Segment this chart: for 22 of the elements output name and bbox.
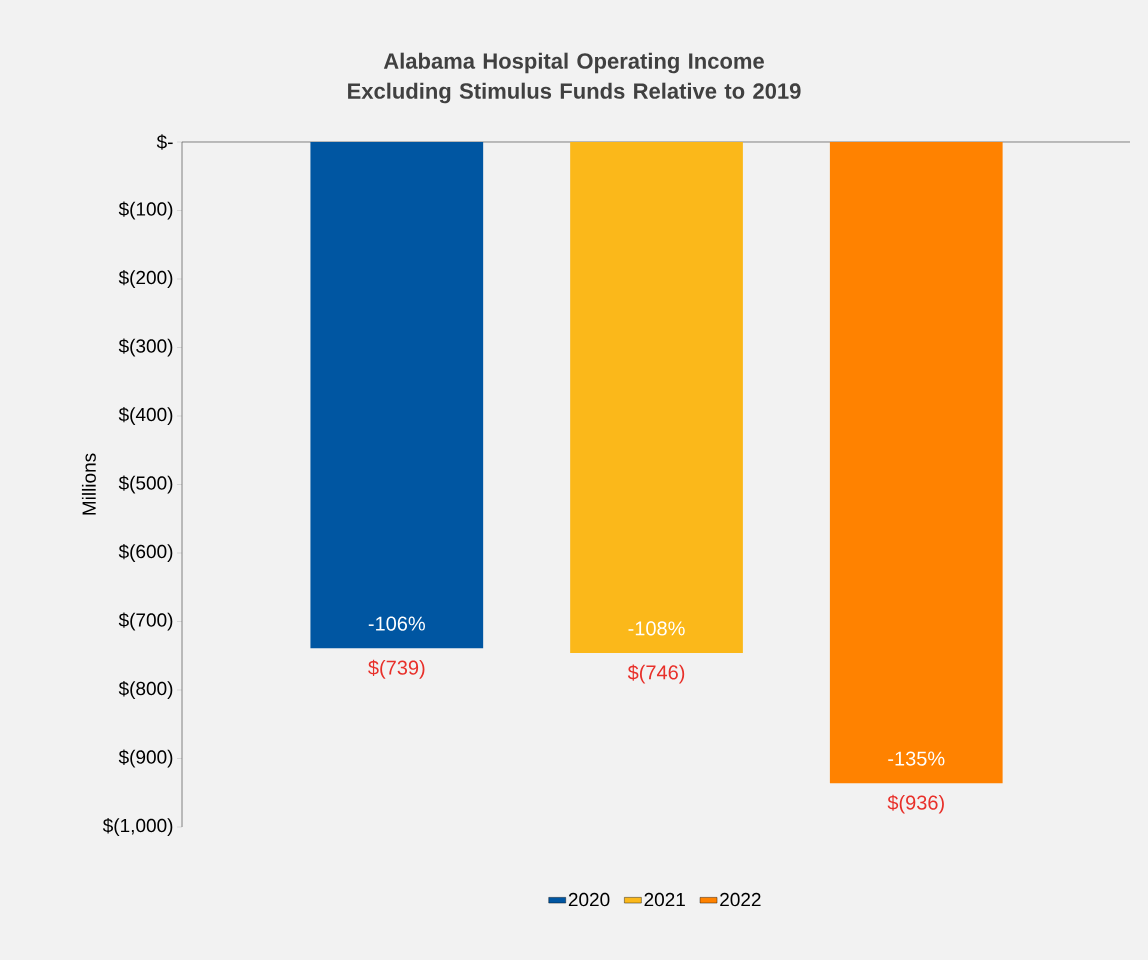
- y-tick-label: $(200): [118, 269, 173, 288]
- data-label: $(936): [887, 794, 944, 814]
- annotation: -108%: [628, 621, 685, 636]
- y-tick-label: $(400): [118, 407, 173, 425]
- chart-title: Alabama Hospital Operating Income Excluding Stimulus Funds Relative to 2019: [348, 52, 801, 104]
- y-tick-label: $-: [156, 134, 173, 150]
- y-tick-label: $(800): [118, 681, 173, 699]
- annotation: -106%: [368, 616, 425, 631]
- y-axis-title: Millions: [81, 453, 96, 515]
- data-label: $(739): [368, 659, 425, 679]
- y-tick-label: $(1,000): [102, 818, 173, 836]
- y-tick-label: $(500): [118, 475, 173, 494]
- legend-label: 2022: [720, 892, 761, 907]
- y-tick-label: $(700): [118, 612, 173, 631]
- data-label: $(746): [627, 664, 685, 684]
- y-tick-label: $(100): [118, 201, 173, 220]
- legend-label: 2020: [568, 892, 610, 907]
- legend-label: 2021: [644, 892, 685, 907]
- y-tick-label: $(600): [118, 544, 173, 562]
- y-tick-label: $(300): [118, 338, 173, 357]
- annotation: -135%: [888, 751, 945, 766]
- y-tick-label: $(900): [118, 749, 173, 768]
